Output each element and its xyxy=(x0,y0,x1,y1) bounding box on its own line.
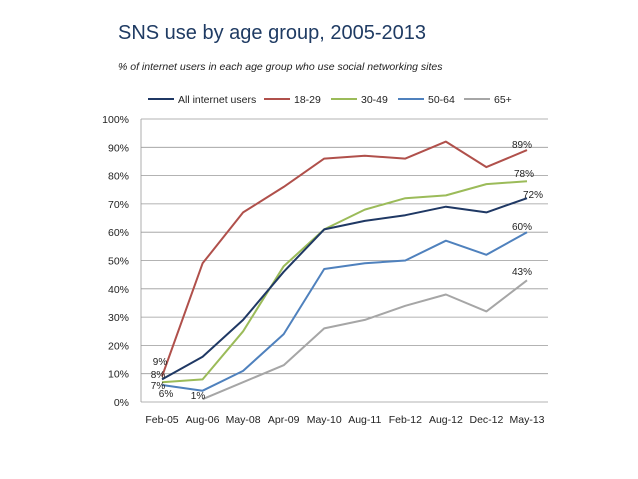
series-lines xyxy=(161,140,528,401)
x-axis-ticks: Feb-05 Aug-06 May-08 Apr-09 May-10 Aug-11 Feb-… xyxy=(145,414,544,426)
chart-subtitle: % of internet users in each age group wh… xyxy=(118,61,443,73)
y-tick-label: 0% xyxy=(114,397,129,409)
x-tick-label: May-08 xyxy=(226,414,261,426)
x-tick-label: Dec-12 xyxy=(470,414,504,426)
y-tick-label: 100% xyxy=(102,114,129,126)
y-tick-label: 60% xyxy=(108,227,129,239)
y-tick-label: 30% xyxy=(108,312,129,324)
data-label: 89% xyxy=(512,140,532,151)
gridlines xyxy=(140,118,548,403)
data-label: 72% xyxy=(523,190,543,201)
data-label: 6% xyxy=(159,389,174,400)
series-line xyxy=(161,140,528,377)
x-tick-label: Feb-12 xyxy=(389,414,422,426)
x-tick-label: May-13 xyxy=(509,414,544,426)
y-tick-label: 70% xyxy=(108,199,129,211)
x-tick-label: Aug-12 xyxy=(429,414,463,426)
y-tick-label: 50% xyxy=(108,256,129,268)
series-line xyxy=(161,231,528,392)
legend-entry: 50-64 xyxy=(428,94,455,106)
legend-entry: 65+ xyxy=(494,94,512,106)
legend-entry: 30-49 xyxy=(361,94,388,106)
series-line xyxy=(161,197,528,381)
y-tick-label: 80% xyxy=(108,171,129,183)
data-label: 1% xyxy=(191,391,206,402)
data-label: 78% xyxy=(514,169,534,180)
y-axis-ticks: 0% 10% 20% 30% 40% 50% 60% 70% 80% 90% 100% xyxy=(102,114,129,409)
data-label: 60% xyxy=(512,222,532,233)
x-tick-label: Feb-05 xyxy=(145,414,178,426)
x-tick-label: Apr-09 xyxy=(268,414,300,426)
x-tick-label: May-10 xyxy=(307,414,342,426)
legend: All internet users 18-29 30-49 50-64 65+ xyxy=(148,94,512,106)
x-tick-label: Aug-06 xyxy=(186,414,220,426)
series-line xyxy=(202,279,528,401)
y-tick-label: 40% xyxy=(108,284,129,296)
y-tick-label: 20% xyxy=(108,340,129,352)
data-label: 8% xyxy=(151,370,166,381)
data-label: 7% xyxy=(151,381,166,392)
data-label: 43% xyxy=(512,267,532,278)
y-tick-label: 10% xyxy=(108,369,129,381)
data-labels: 8% 9% 7%6% 1% 72% 89% 78% 60% 43% xyxy=(151,140,543,402)
chart-title: SNS use by age group, 2005-2013 xyxy=(118,22,426,44)
data-label: 9% xyxy=(153,357,168,368)
legend-entry: 18-29 xyxy=(294,94,321,106)
legend-entry: All internet users xyxy=(178,94,256,106)
series-line xyxy=(161,180,528,384)
y-tick-label: 90% xyxy=(108,142,129,154)
x-tick-label: Aug-11 xyxy=(348,414,381,426)
